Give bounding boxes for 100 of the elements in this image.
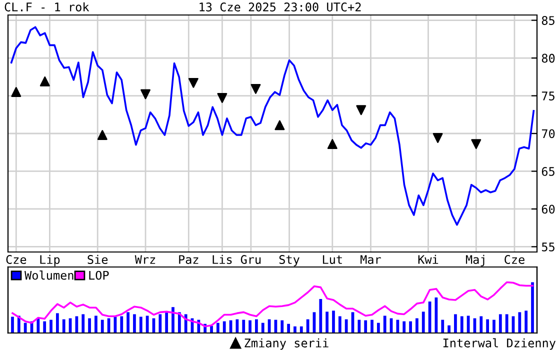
bar (460, 316, 464, 333)
bar (261, 322, 264, 333)
point (40, 76, 50, 86)
bar (332, 310, 335, 333)
bar (242, 320, 246, 333)
bar (178, 312, 181, 333)
bar (370, 320, 374, 333)
x-tick-label: Kwi (418, 254, 438, 264)
bar (416, 318, 418, 333)
bar (62, 319, 66, 333)
bar (287, 324, 290, 333)
x-tick-label: Paz (179, 255, 198, 264)
bar (518, 312, 522, 333)
bar (50, 320, 52, 333)
x-tick-label: Wrz (134, 255, 156, 264)
bar (24, 322, 27, 333)
bar (448, 325, 450, 333)
point (140, 89, 150, 100)
bar (146, 316, 149, 333)
bar (524, 310, 528, 333)
legend-label: Zmiany serii (244, 338, 328, 350)
bar (409, 321, 412, 333)
x-tick-label: Sie (88, 254, 108, 264)
bar (486, 319, 490, 333)
bar (441, 320, 444, 333)
x-tick-label: Gru (240, 255, 261, 264)
bar (165, 312, 168, 333)
point (11, 87, 22, 97)
bar (133, 314, 136, 333)
bar (255, 319, 258, 333)
line-series (10, 26, 535, 226)
point (471, 139, 482, 150)
bar (56, 313, 59, 333)
bar (222, 321, 226, 333)
bar (82, 314, 85, 333)
bar (383, 316, 386, 333)
x-tick-label: Mar (360, 255, 381, 264)
x-tick-label: Sty (279, 255, 300, 266)
x-tick-label: Maj (466, 254, 484, 266)
point (188, 78, 198, 88)
bar (492, 320, 496, 333)
legend-label: Wolumen (24, 270, 74, 280)
chart-title: CL.F - 1 rok (4, 2, 90, 12)
bar (326, 312, 329, 333)
bar (422, 312, 425, 333)
bar (158, 314, 162, 333)
bar (531, 282, 534, 333)
bar (319, 298, 322, 333)
chart-subtitle: 13 Cze 2025 23:00 UTC+2 (200, 2, 361, 12)
bar (11, 316, 14, 333)
bar (210, 326, 213, 333)
bar (364, 320, 368, 333)
bar (344, 319, 348, 333)
point (217, 93, 228, 103)
point (432, 133, 443, 144)
bar (480, 316, 483, 333)
bar (454, 314, 457, 333)
bar (172, 307, 174, 333)
bar (75, 316, 78, 333)
bar (338, 316, 342, 333)
bar (294, 326, 296, 333)
point (274, 120, 285, 130)
bar (88, 318, 91, 333)
bar (139, 316, 142, 333)
bar (94, 316, 98, 333)
bar (300, 326, 303, 333)
bar (216, 322, 220, 333)
bar (120, 316, 124, 333)
bar (498, 314, 502, 333)
x-tick-label: Lut (322, 255, 342, 264)
bar (43, 321, 46, 333)
x-tick-label: Cze (6, 255, 26, 264)
bar (466, 316, 470, 333)
bar (248, 320, 252, 333)
text: Interwal Dzienny (443, 338, 556, 350)
legend-label: LOP (89, 270, 109, 280)
bar (358, 320, 361, 333)
bar (236, 319, 239, 333)
point (327, 139, 338, 150)
y-tick-label: 60 (542, 204, 555, 214)
bar (100, 320, 104, 333)
point (250, 84, 261, 94)
y-tick-label: 85 (542, 16, 554, 25)
x-tick-label: Lis (212, 254, 232, 264)
point (97, 130, 108, 140)
bar (402, 321, 406, 333)
bar (36, 318, 40, 333)
point (356, 105, 366, 116)
bar (280, 320, 284, 333)
y-tick-label: 75 (542, 92, 554, 100)
y-tick-label: 65 (542, 166, 554, 176)
y-tick-label: 80 (542, 54, 555, 63)
bar (306, 319, 310, 333)
bar (126, 312, 130, 333)
y-tick-label: 70 (542, 129, 555, 138)
bar (376, 322, 380, 333)
y-tick-label: 55 (542, 242, 554, 252)
x-tick-label: Lip (40, 254, 60, 266)
bar (396, 320, 400, 333)
x-tick-label: Cze (504, 255, 524, 264)
